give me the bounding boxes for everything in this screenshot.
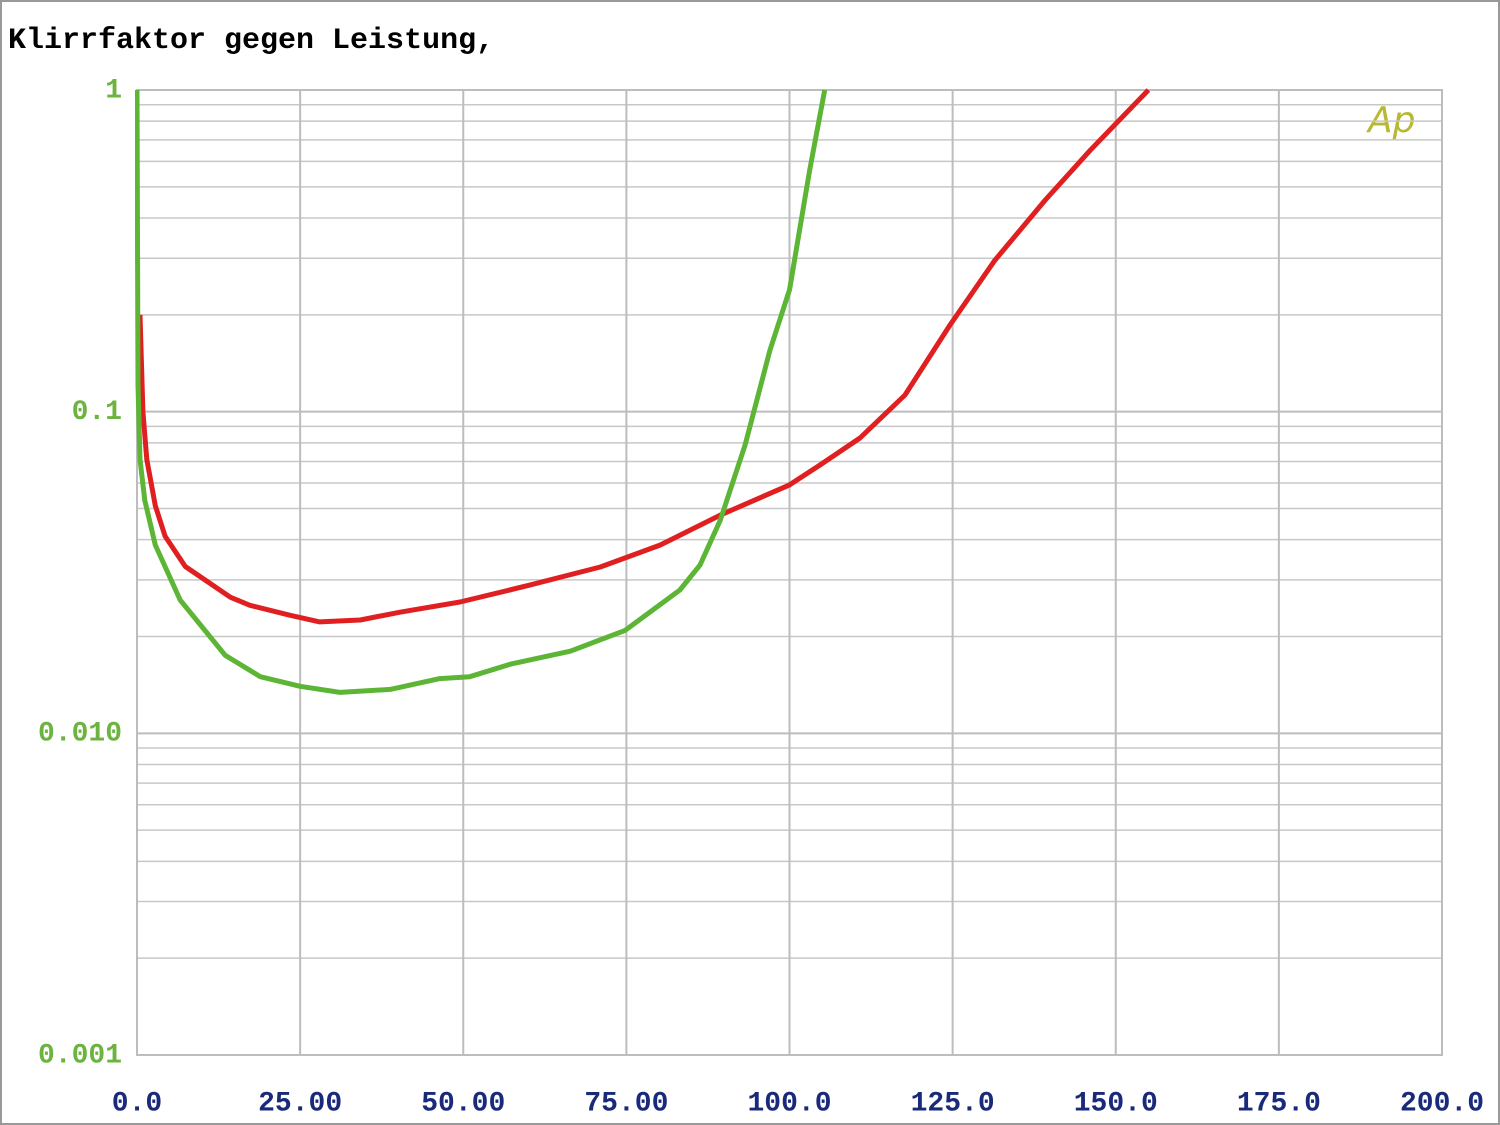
x-tick-label: 75.00 bbox=[584, 1088, 668, 1119]
x-tick-label: 150.0 bbox=[1074, 1088, 1158, 1119]
y-tick-label: 0.010 bbox=[38, 719, 122, 750]
y-tick-label: 0.1 bbox=[72, 397, 122, 428]
x-tick-label: 175.0 bbox=[1237, 1088, 1321, 1119]
chart-title: Klirrfaktor gegen Leistung, bbox=[8, 24, 494, 58]
x-tick-label: 50.00 bbox=[421, 1088, 505, 1119]
series-line bbox=[135, 89, 828, 695]
plot-border bbox=[136, 89, 1443, 1056]
x-tick-label: 0.0 bbox=[112, 1088, 162, 1119]
x-tick-label: 125.0 bbox=[911, 1088, 995, 1119]
series-line bbox=[137, 88, 1151, 625]
x-tick-label: 100.0 bbox=[747, 1088, 831, 1119]
x-tick-label: 25.00 bbox=[258, 1088, 342, 1119]
y-tick-label: 0.001 bbox=[38, 1040, 122, 1071]
y-tick-label: 1 bbox=[105, 75, 122, 106]
x-tick-label: 200.0 bbox=[1400, 1088, 1484, 1119]
